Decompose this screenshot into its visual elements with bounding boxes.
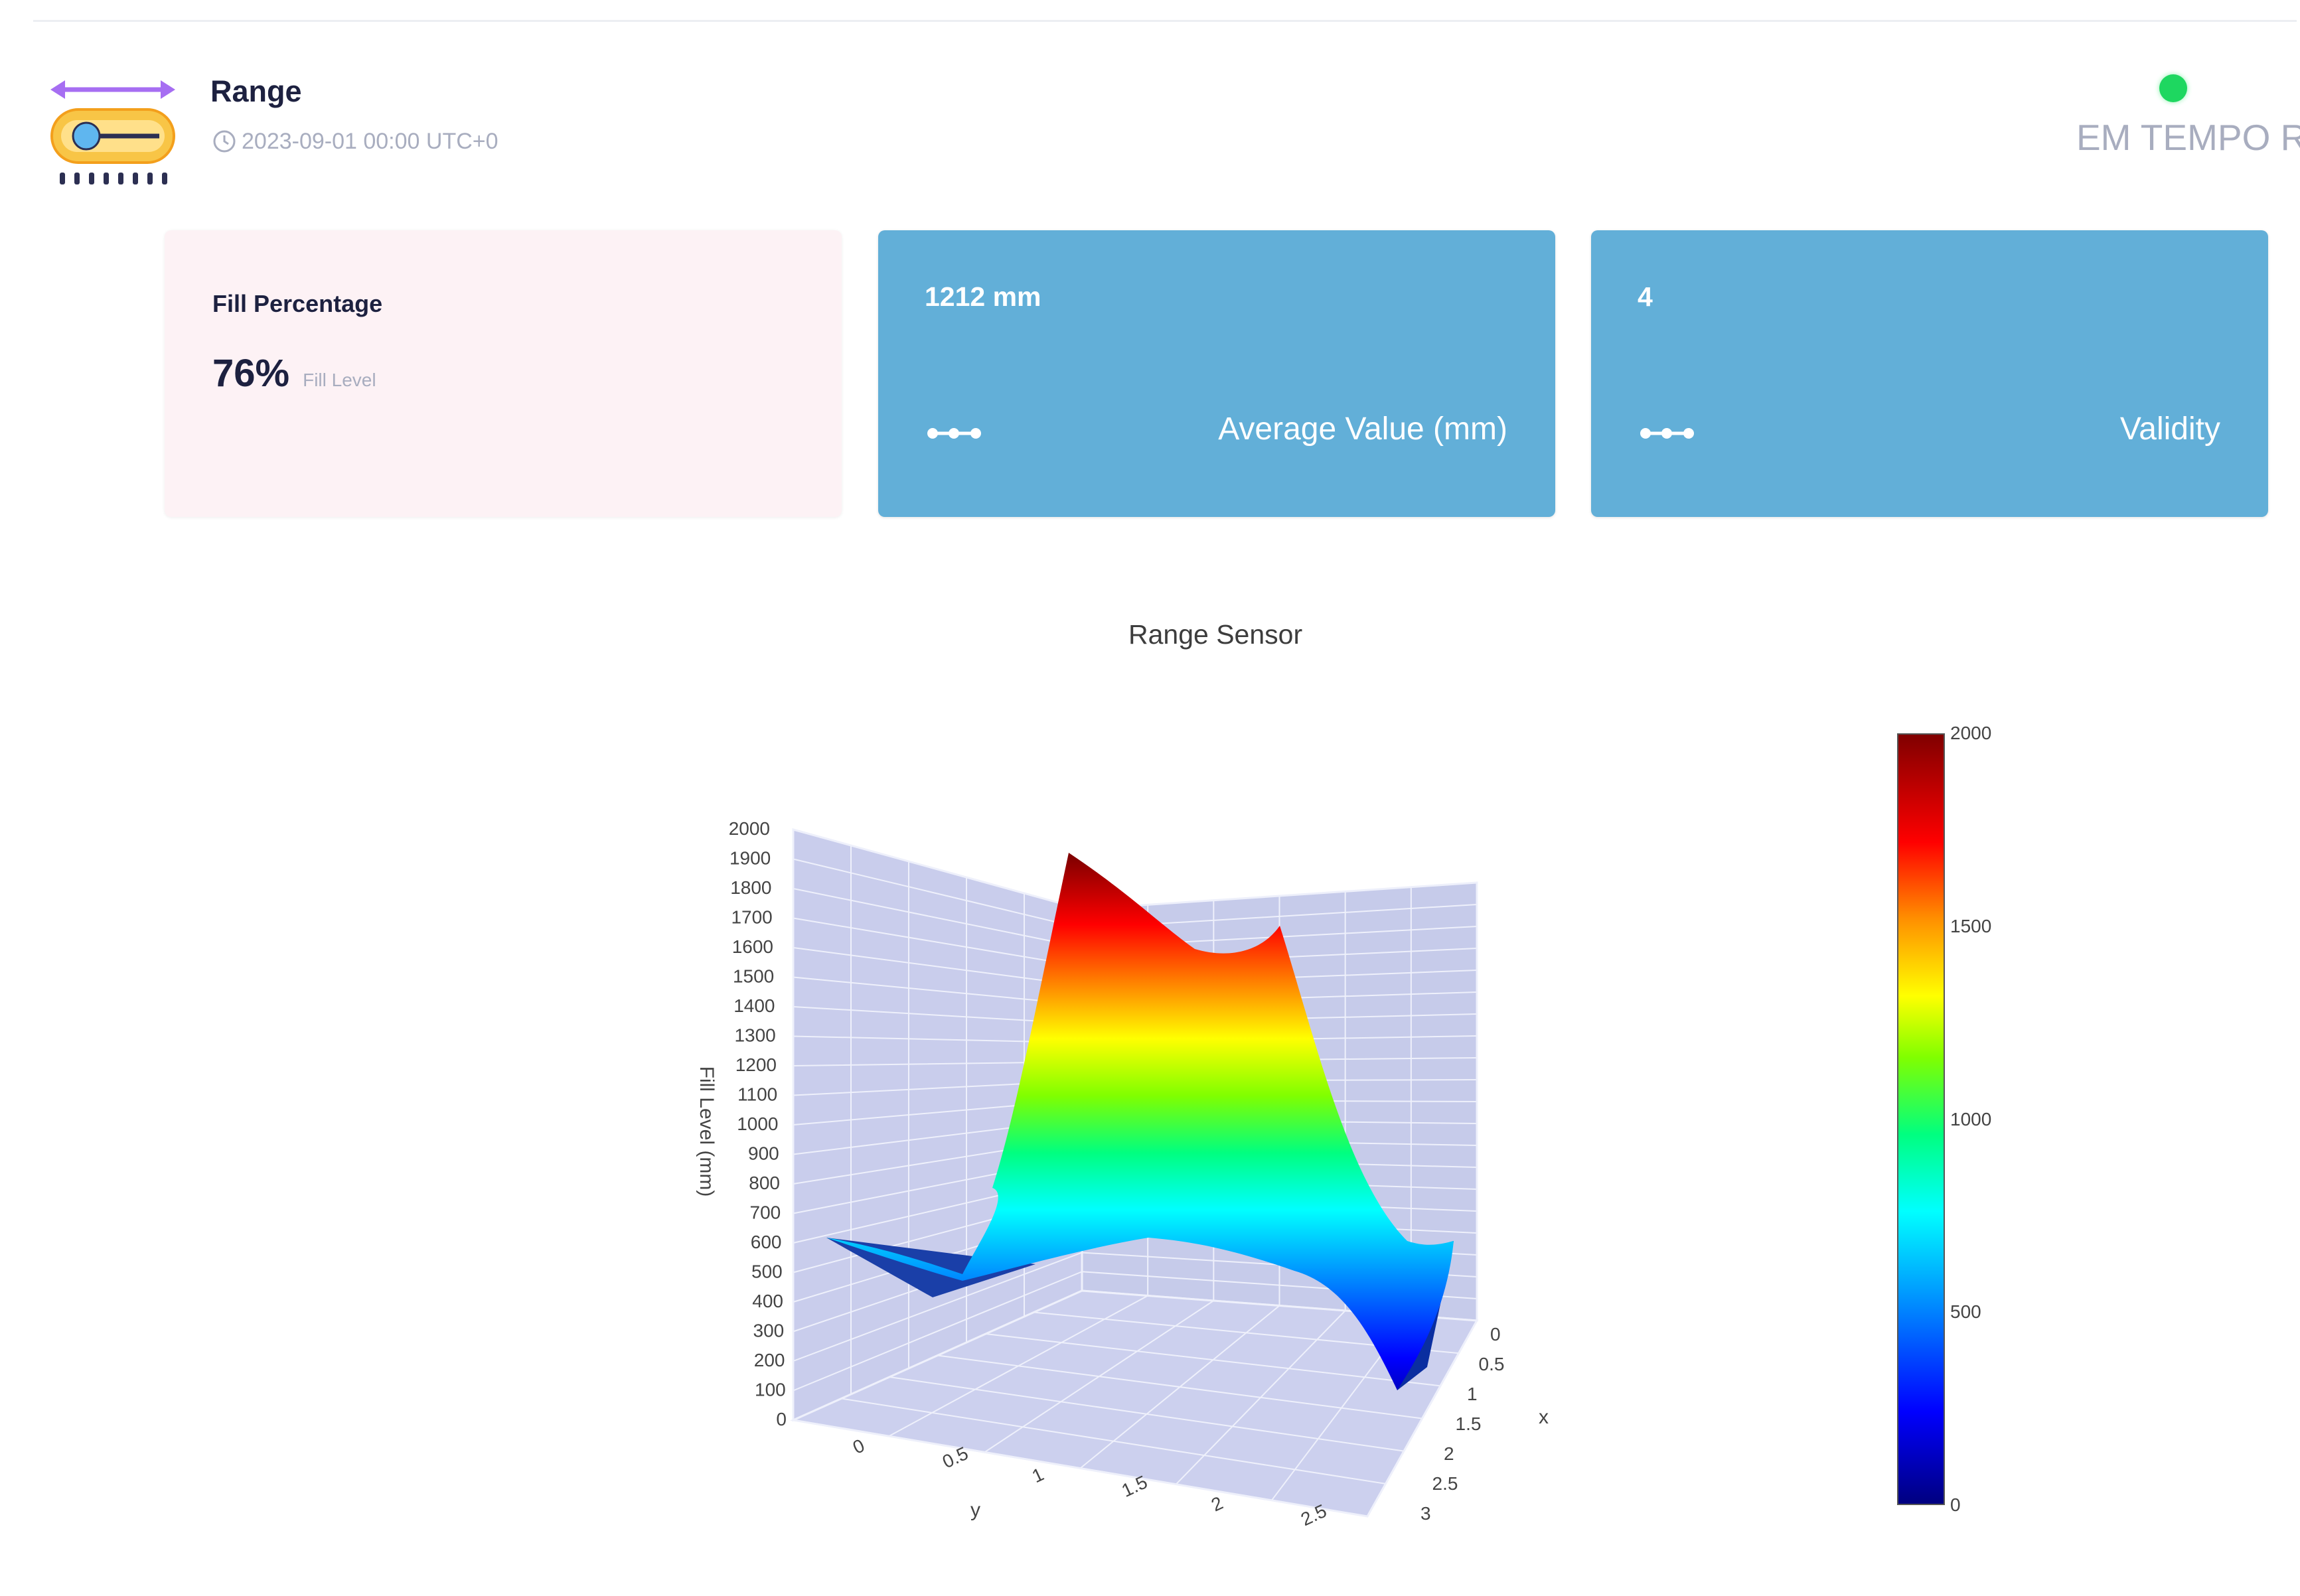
z-tick-label: 1000 xyxy=(737,1114,778,1134)
colorbar xyxy=(1897,733,1945,1505)
z-tick-label: 200 xyxy=(754,1350,785,1370)
y-tick-label: 2 xyxy=(1208,1492,1226,1516)
z-tick-label: 2000 xyxy=(729,818,770,839)
x-tick-label: 2 xyxy=(1444,1443,1454,1464)
z-tick-label: 0 xyxy=(776,1409,787,1429)
z-tick-label: 1600 xyxy=(732,936,773,957)
validity-value: 4 xyxy=(1638,281,1653,312)
z-tick-label: 1200 xyxy=(735,1054,777,1075)
z-tick-label: 1400 xyxy=(733,995,775,1016)
x-tick-label: 0.5 xyxy=(1479,1354,1505,1374)
z-tick-label: 800 xyxy=(749,1173,780,1193)
clock-icon xyxy=(213,130,236,153)
x-tick-label: 1 xyxy=(1467,1384,1478,1404)
top-divider xyxy=(33,20,2297,22)
fill-percentage-card[interactable]: Fill Percentage 76% Fill Level xyxy=(165,230,842,517)
z-tick-label: 1900 xyxy=(729,848,771,869)
timestamp: 2023-09-01 00:00 UTC+0 xyxy=(242,128,498,154)
z-tick-label: 900 xyxy=(748,1143,779,1164)
z-tick-label: 700 xyxy=(750,1202,781,1223)
plot-axis-labels: 0100200300400500600700800900100011001200… xyxy=(696,818,1549,1530)
z-tick-label: 100 xyxy=(755,1380,786,1400)
colorbar-tick-label: 1500 xyxy=(1950,915,1992,936)
x-tick-label: 3 xyxy=(1420,1503,1431,1524)
card-heading: Fill Percentage xyxy=(212,290,383,317)
floor-gridline xyxy=(1175,1310,1346,1485)
x-tick-label: 1.5 xyxy=(1456,1414,1482,1434)
x-axis-title: x xyxy=(1539,1406,1549,1428)
surface-mesh xyxy=(826,853,1454,1390)
timestamp-row: 2023-09-01 00:00 UTC+0 xyxy=(211,128,498,155)
floor-gridline xyxy=(888,1295,1148,1437)
z-tick-label: 1100 xyxy=(737,1084,777,1105)
fill-metric: 76% Fill Level xyxy=(212,351,376,396)
fill-percentage-unit: Fill Level xyxy=(303,370,376,390)
fill-percentage-value: 76% xyxy=(212,352,290,395)
z-axis-title: Fill Level (mm) xyxy=(696,1066,718,1197)
sensor-dots-icon xyxy=(1640,428,1694,439)
average-value-card[interactable]: 1212 mm Average Value (mm) xyxy=(878,230,1555,517)
y-tick-label: 0 xyxy=(850,1435,868,1458)
z-tick-label: 600 xyxy=(751,1232,782,1252)
colorbar-tick-label: 0 xyxy=(1950,1494,1961,1515)
page-title: Range xyxy=(210,74,302,108)
floor-gridline xyxy=(984,1300,1214,1453)
z-tick-label: 400 xyxy=(752,1291,783,1311)
y-tick-label: 1 xyxy=(1029,1464,1047,1487)
y-axis-title: y xyxy=(970,1499,980,1521)
surface-body xyxy=(826,853,1454,1390)
colorbar-tick-label: 1000 xyxy=(1950,1108,1992,1129)
x-tick-label: 0 xyxy=(1490,1324,1501,1344)
z-tick-label: 1700 xyxy=(731,907,772,928)
range-sensor-icon xyxy=(50,80,175,184)
x-tick-label: 2.5 xyxy=(1432,1473,1458,1494)
floor-gridline xyxy=(1079,1305,1280,1469)
validity-card[interactable]: 4 Validity xyxy=(1591,230,2268,517)
status-indicator xyxy=(2159,74,2187,102)
average-value: 1212 mm xyxy=(925,281,1041,312)
average-value-label: Average Value (mm) xyxy=(1218,411,1507,447)
page-header: Range 2023-09-01 00:00 UTC+0 EM TEMPO R xyxy=(0,0,2300,199)
colorbar-tick-label: 2000 xyxy=(1950,723,1992,743)
z-tick-label: 500 xyxy=(751,1262,783,1282)
colorbar-tick-label: 500 xyxy=(1950,1301,1981,1323)
z-tick-label: 300 xyxy=(753,1321,785,1341)
chart-title: Range Sensor xyxy=(1128,619,1303,650)
validity-label: Validity xyxy=(2119,411,2220,447)
z-tick-label: 1300 xyxy=(734,1025,775,1046)
sensor-dots-icon xyxy=(927,428,981,439)
z-tick-label: 1500 xyxy=(733,966,774,987)
status-text: EM TEMPO R xyxy=(2076,117,2300,158)
z-tick-label: 1800 xyxy=(730,877,771,898)
